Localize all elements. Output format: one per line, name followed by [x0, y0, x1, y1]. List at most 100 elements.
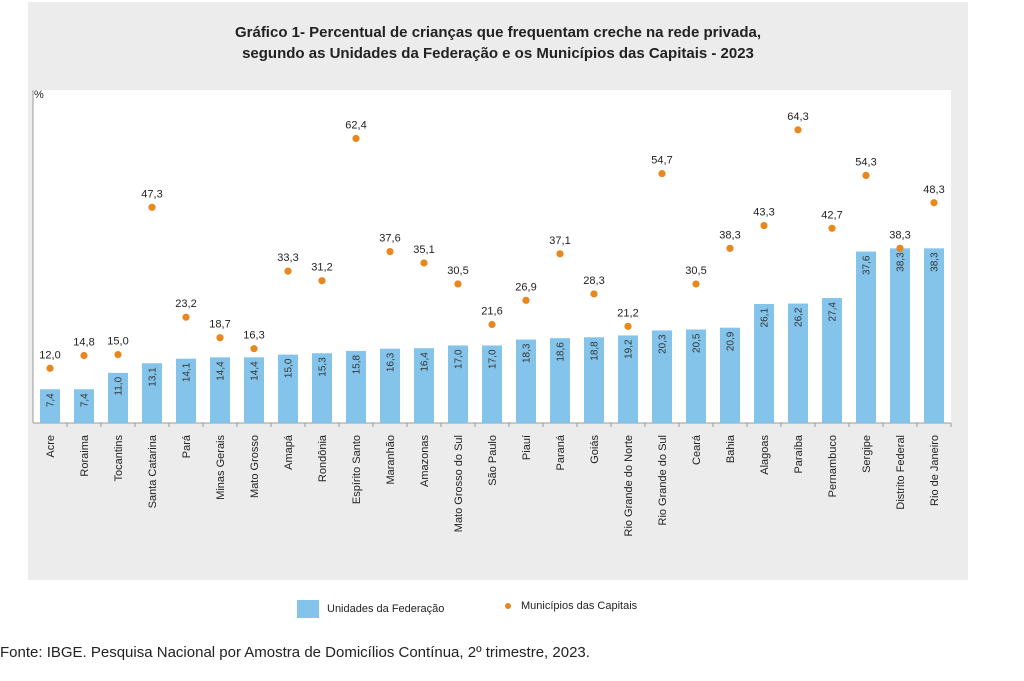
bar-16 [584, 337, 604, 423]
dot-24 [862, 171, 870, 179]
bar-13 [482, 345, 502, 423]
bar-7 [278, 354, 298, 423]
x-tick-label: Goiás [589, 435, 601, 464]
dot-value-label: 54,7 [651, 155, 672, 167]
x-tick-label: Rondônia [317, 434, 329, 482]
bar-18 [652, 330, 672, 423]
bar-26 [924, 248, 944, 423]
dot-7 [284, 267, 292, 275]
dot-19 [692, 280, 700, 288]
dot-value-label: 21,6 [481, 306, 502, 318]
x-tick-label: Minas Gerais [215, 435, 227, 500]
bar-value-label: 15,3 [318, 357, 329, 377]
x-tick-label: Bahia [725, 434, 737, 463]
x-tick-label: Maranhão [385, 435, 397, 485]
bar-value-label: 20,5 [692, 333, 703, 353]
bar-value-label: 37,6 [862, 255, 873, 275]
bar-value-label: 14,1 [182, 362, 193, 382]
x-tick-label: Paraná [555, 434, 567, 470]
dot-20 [726, 244, 734, 252]
dot-value-label: 30,5 [447, 265, 468, 277]
dot-2 [114, 351, 122, 359]
x-tick-label: Roraima [79, 434, 91, 476]
dot-value-label: 28,3 [583, 275, 604, 287]
dot-value-label: 48,3 [923, 184, 944, 196]
bar-value-label: 17,0 [454, 349, 465, 369]
x-tick-label: Santa Catarina [147, 434, 159, 508]
x-tick-label: Rio Grande do Sul [657, 435, 669, 526]
bar-9 [346, 350, 366, 423]
dot-16 [590, 290, 598, 298]
dot-1 [80, 351, 88, 360]
dot-26 [930, 199, 938, 207]
bar-value-label: 26,1 [760, 308, 771, 328]
bar-12 [448, 345, 468, 423]
bar-value-label: 18,6 [556, 342, 567, 362]
x-tick-label: Mato Grosso do Sul [453, 435, 465, 532]
chart-title-line-2: segundo as Unidades da Federação e os Mu… [242, 45, 754, 62]
dot-value-label: 64,3 [787, 111, 808, 123]
bar-14 [516, 339, 536, 423]
x-tick-label: Rio de Janeiro [929, 435, 941, 506]
legend-label-dots: Municípios das Capitais [521, 600, 638, 612]
bar-value-label: 38,3 [930, 252, 941, 272]
x-tick-label: Pernambuco [827, 435, 839, 497]
dot-23 [828, 224, 836, 232]
bar-value-label: 17,0 [488, 349, 499, 369]
bar-value-label: 18,8 [590, 341, 601, 361]
x-tick-label: Amapá [283, 434, 295, 470]
bar-24 [856, 251, 876, 423]
x-tick-label: Espírito Santo [351, 435, 363, 504]
dot-17 [624, 322, 632, 330]
dot-value-label: 38,3 [889, 229, 910, 241]
dot-3 [148, 203, 156, 211]
legend-swatch-bars [297, 600, 319, 618]
dot-value-label: 54,3 [855, 156, 876, 168]
x-tick-label: Acre [45, 435, 57, 458]
legend-item-bars: Unidades da Federação [297, 600, 444, 618]
bar-value-label: 15,0 [284, 358, 295, 378]
x-tick-label: Rio Grande do Norte [623, 435, 635, 537]
x-tick-label: Alagoas [759, 435, 771, 475]
bar-value-label: 16,4 [420, 352, 431, 372]
bar-23 [822, 298, 842, 423]
bar-3 [142, 363, 162, 423]
dot-13 [488, 320, 496, 329]
dot-value-label: 15,0 [107, 336, 128, 348]
dot-value-label: 37,1 [549, 235, 570, 247]
dot-value-label: 43,3 [753, 207, 774, 219]
bar-value-label: 14,4 [250, 361, 261, 381]
bar-4 [176, 358, 196, 423]
x-tick-label: Pará [181, 434, 193, 458]
bar-10 [380, 348, 400, 423]
x-tick-label: Paraíba [793, 434, 805, 473]
bar-5 [210, 357, 230, 423]
dot-value-label: 47,3 [141, 188, 162, 200]
x-tick-label: Ceará [691, 434, 703, 465]
dot-value-label: 30,5 [685, 265, 706, 277]
bar-1 [74, 389, 94, 423]
bar-21 [754, 303, 774, 423]
dot-11 [420, 259, 428, 267]
dot-15 [556, 250, 564, 258]
source-note: Fonte: IBGE. Pesquisa Nacional por Amost… [0, 644, 590, 661]
dot-value-label: 12,0 [39, 349, 60, 361]
dot-25 [896, 244, 904, 252]
dot-9 [352, 134, 360, 143]
dot-value-label: 37,6 [379, 233, 400, 245]
dot-5 [216, 334, 224, 342]
legend-label-bars: Unidades da Federação [327, 603, 445, 615]
chart-legend: Unidades da Federação Municípios das Cap… [0, 600, 1024, 620]
y-axis-unit-label: % [34, 89, 44, 101]
dot-12 [454, 280, 462, 288]
bar-value-label: 7,4 [46, 393, 57, 407]
dot-6 [250, 345, 258, 353]
bar-25 [890, 248, 910, 423]
dot-value-label: 26,9 [515, 281, 536, 293]
dot-18 [658, 169, 666, 178]
bar-0 [40, 389, 60, 423]
chart-title-line-1: Gráfico 1- Percentual de crianças que fr… [234, 24, 762, 41]
dot-21 [760, 221, 768, 230]
x-tick-label: Mato Grosso [249, 435, 261, 498]
chart-title: Gráfico 1- Percentual de crianças que fr… [28, 22, 968, 64]
